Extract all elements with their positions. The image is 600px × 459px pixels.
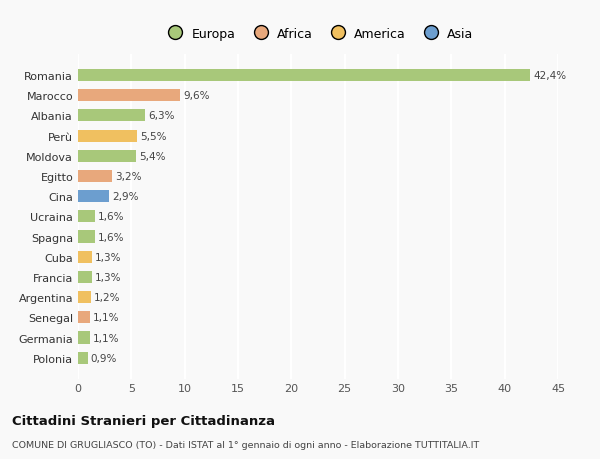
Text: 9,6%: 9,6% [184,91,210,101]
Legend: Europa, Africa, America, Asia: Europa, Africa, America, Asia [158,22,478,45]
Bar [78,312,90,324]
Text: COMUNE DI GRUGLIASCO (TO) - Dati ISTAT al 1° gennaio di ogni anno - Elaborazione: COMUNE DI GRUGLIASCO (TO) - Dati ISTAT a… [12,441,479,449]
Bar [78,211,95,223]
Bar [78,110,145,122]
Text: 2,9%: 2,9% [112,192,139,202]
Bar [78,171,112,183]
Text: 1,6%: 1,6% [98,212,125,222]
Text: 1,3%: 1,3% [95,252,122,262]
Text: Cittadini Stranieri per Cittadinanza: Cittadini Stranieri per Cittadinanza [12,414,275,428]
Text: 5,5%: 5,5% [140,131,166,141]
Text: 1,1%: 1,1% [93,333,119,343]
Bar [78,251,92,263]
Bar [78,271,92,283]
Text: 3,2%: 3,2% [115,172,142,182]
Bar [78,291,91,303]
Text: 5,4%: 5,4% [139,151,166,162]
Text: 1,1%: 1,1% [93,313,119,323]
Text: 1,2%: 1,2% [94,292,121,302]
Text: 1,3%: 1,3% [95,272,122,282]
Bar [78,90,181,102]
Bar [78,190,109,203]
Text: 0,9%: 0,9% [91,353,117,363]
Bar [78,130,137,142]
Bar [78,70,530,82]
Text: 6,3%: 6,3% [148,111,175,121]
Bar [78,151,136,162]
Bar [78,231,95,243]
Bar [78,352,88,364]
Bar [78,332,90,344]
Text: 42,4%: 42,4% [533,71,566,81]
Text: 1,6%: 1,6% [98,232,125,242]
